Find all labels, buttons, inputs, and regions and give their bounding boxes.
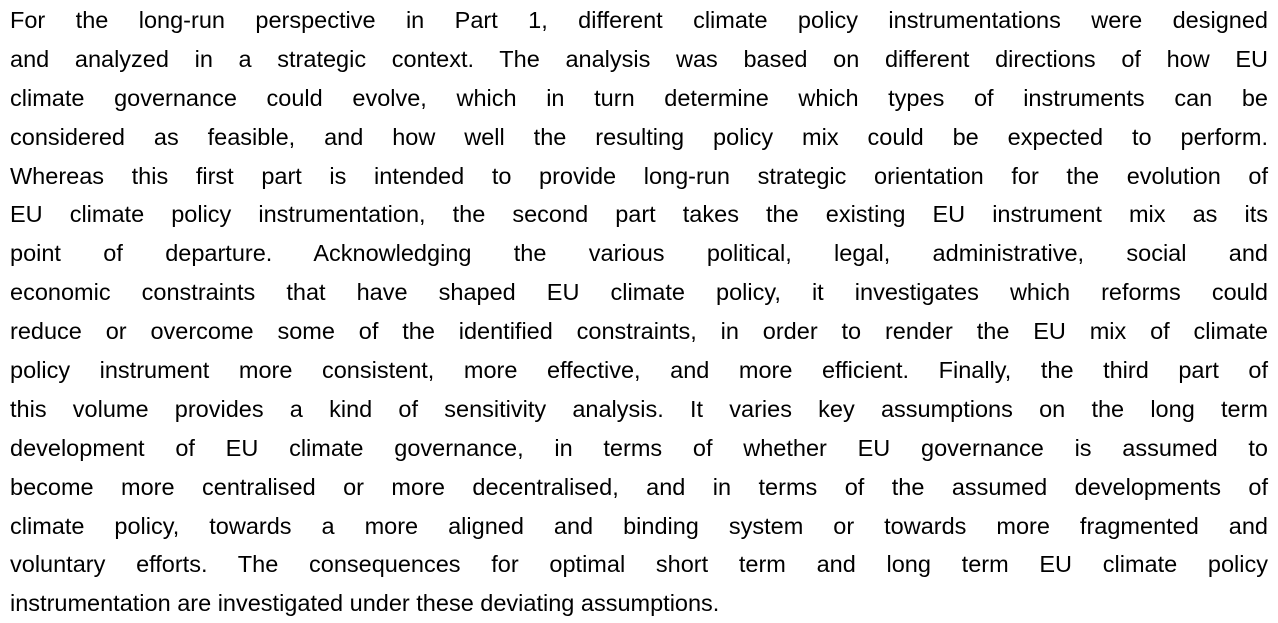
text-line: instrumentation are investigated under t… xyxy=(10,590,720,617)
text-line: For the long-run perspective in Part 1, … xyxy=(10,7,1268,33)
text-line: considered as feasible, and how well the… xyxy=(10,123,1268,150)
text-line: EU climate policy instrumentation, the s… xyxy=(10,201,1268,228)
text-line: become more centralised or more decentra… xyxy=(10,473,1268,500)
text-line: voluntary efforts. The consequences for … xyxy=(10,551,1268,578)
text-line: Whereas this first part is intended to p… xyxy=(10,162,1268,189)
text-line: economic constraints that have shaped EU… xyxy=(10,279,1268,306)
text-line: climate policy, towards a more aligned a… xyxy=(10,512,1268,539)
text-line: this volume provides a kind of sensitivi… xyxy=(10,395,1268,422)
text-line: climate governance could evolve, which i… xyxy=(10,84,1268,111)
text-line: reduce or overcome some of the identifie… xyxy=(10,318,1268,345)
text-line: policy instrument more consistent, more … xyxy=(10,357,1268,384)
text-line: point of departure. Acknowledging the va… xyxy=(10,240,1268,267)
text-line: and analyzed in a strategic context. The… xyxy=(10,45,1268,72)
paragraph: For the long-run perspective in Part 1, … xyxy=(10,1,1268,623)
text-line: development of EU climate governance, in… xyxy=(10,434,1268,461)
